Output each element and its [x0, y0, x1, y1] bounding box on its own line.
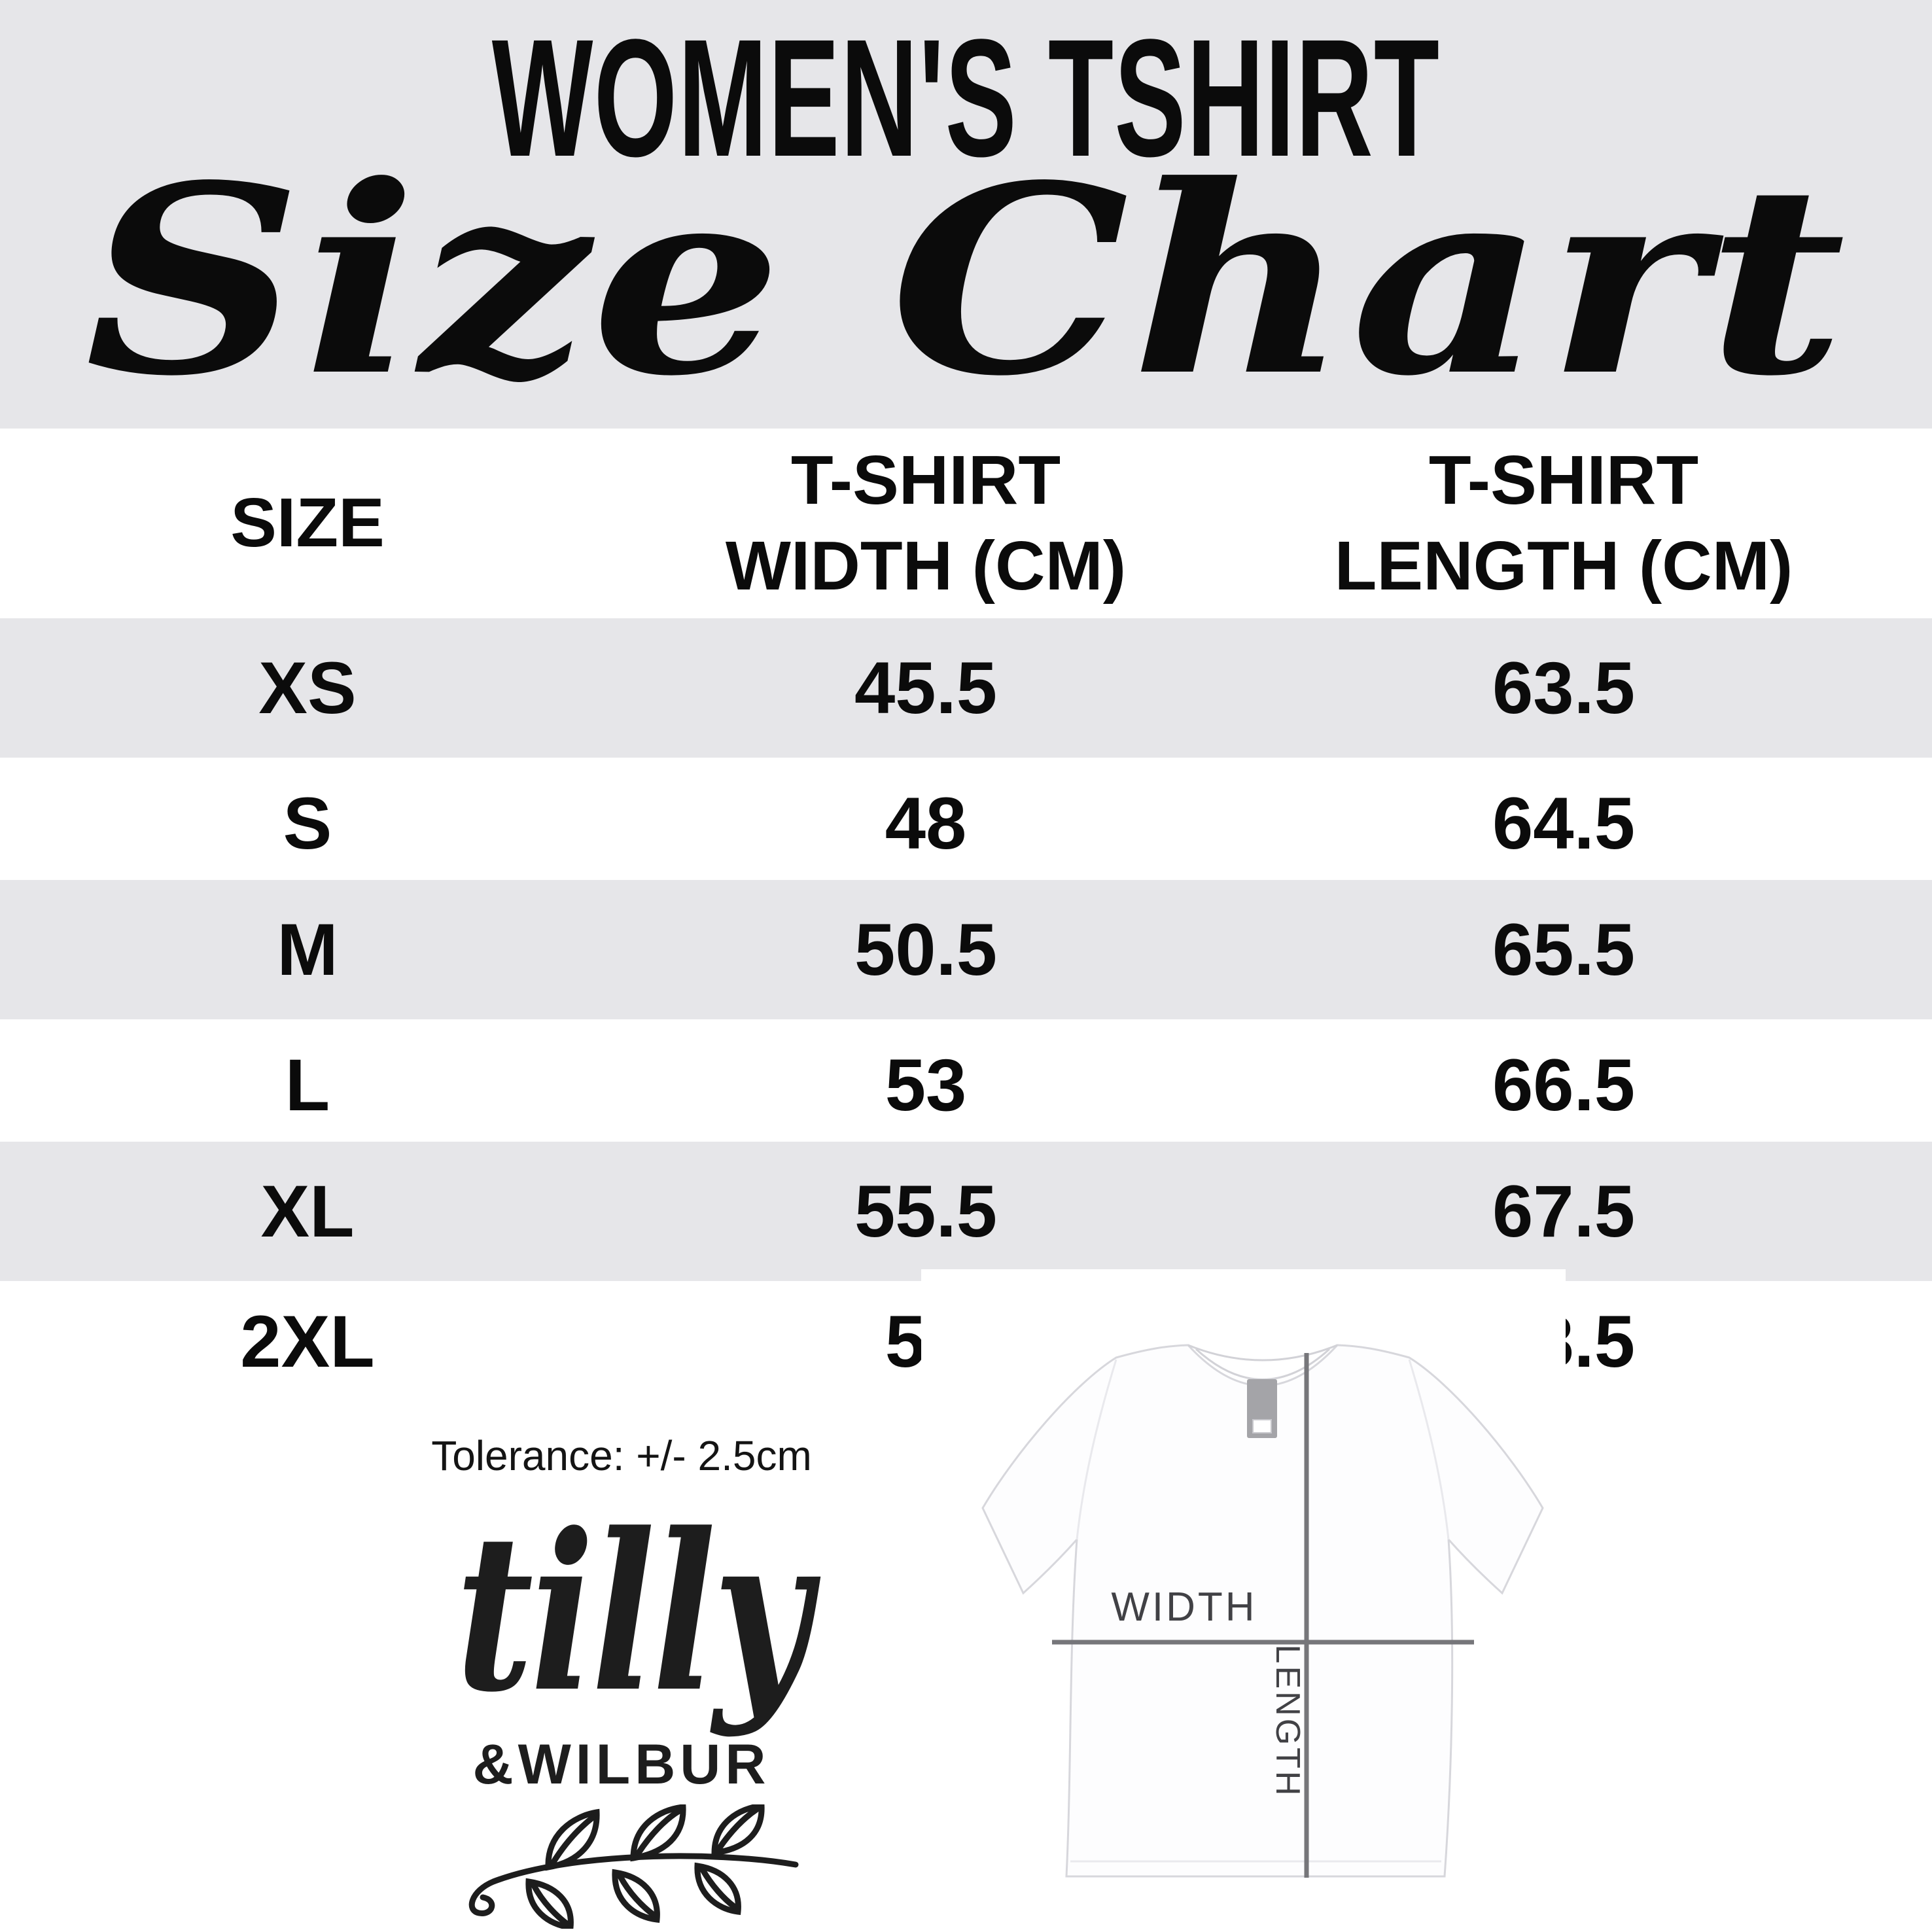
hero-banner: WOMEN'S TSHIRT Size Chart — [0, 0, 1932, 429]
armhole-seam-left — [1076, 1359, 1117, 1540]
length-measure-label: LENGTH — [1269, 1645, 1307, 1799]
width-cell: 48 — [885, 782, 967, 864]
column-header-width-line1: T-SHIRT — [790, 441, 1061, 519]
width-cell: 53 — [885, 1044, 967, 1126]
table-row-l: L 53 66.5 — [0, 1019, 1932, 1150]
length-cell: 64.5 — [1492, 782, 1635, 864]
table-row-xs: XS 45.5 63.5 — [0, 618, 1932, 758]
table-row-m: M 50.5 65.5 — [0, 880, 1932, 1019]
tshirt-measurement-diagram: WIDTH LENGTH — [921, 1269, 1566, 1932]
size-cell: S — [283, 782, 332, 864]
width-cell: 50.5 — [854, 909, 997, 991]
column-header-size: SIZE — [92, 429, 523, 618]
length-cell: 67.5 — [1492, 1170, 1635, 1252]
column-header-width: T-SHIRT WIDTH (CM) — [576, 429, 1276, 618]
length-cell: 65.5 — [1492, 909, 1635, 991]
armhole-seam-right — [1408, 1359, 1450, 1540]
tolerance-note: Tolerance: +/- 2.5cm — [431, 1432, 812, 1479]
column-header-length: T-SHIRT LENGTH (CM) — [1230, 429, 1897, 618]
tshirt-outline — [981, 1344, 1544, 1878]
column-header-width-line2: WIDTH (CM) — [725, 527, 1127, 605]
page-title: Size Chart — [84, 129, 1848, 433]
length-cell: 66.5 — [1492, 1044, 1635, 1126]
table-row-xl: XL 55.5 67.5 — [0, 1142, 1932, 1281]
collar-back — [1187, 1344, 1338, 1361]
width-measure-label: WIDTH — [1111, 1585, 1257, 1630]
laurel-branch-icon — [468, 1804, 799, 1929]
table-header-row: SIZE T-SHIRT WIDTH (CM) T-SHIRT LENGTH (… — [0, 429, 1932, 618]
column-header-length-line2: LENGTH (CM) — [1334, 527, 1793, 605]
size-cell: XL — [260, 1170, 355, 1252]
width-cell: 55.5 — [854, 1170, 997, 1252]
length-cell: 63.5 — [1492, 647, 1635, 729]
neck-size-tab — [1252, 1419, 1272, 1433]
column-header-length-line1: T-SHIRT — [1428, 441, 1699, 519]
column-header-size-label: SIZE — [230, 484, 385, 562]
size-cell: XS — [258, 647, 357, 729]
size-cell: L — [285, 1044, 330, 1126]
tshirt-illustration: WIDTH LENGTH — [981, 1344, 1544, 1878]
page-kicker: WOMEN'S TSHIRT — [491, 5, 1441, 192]
size-cell: M — [277, 909, 338, 991]
logo-caps-text: &WILBUR — [472, 1733, 771, 1796]
width-cell: 45.5 — [854, 647, 997, 729]
logo-script-text: tilly — [455, 1486, 811, 1740]
table-row-s: S 48 64.5 — [0, 758, 1932, 888]
size-cell: 2XL — [240, 1300, 375, 1382]
